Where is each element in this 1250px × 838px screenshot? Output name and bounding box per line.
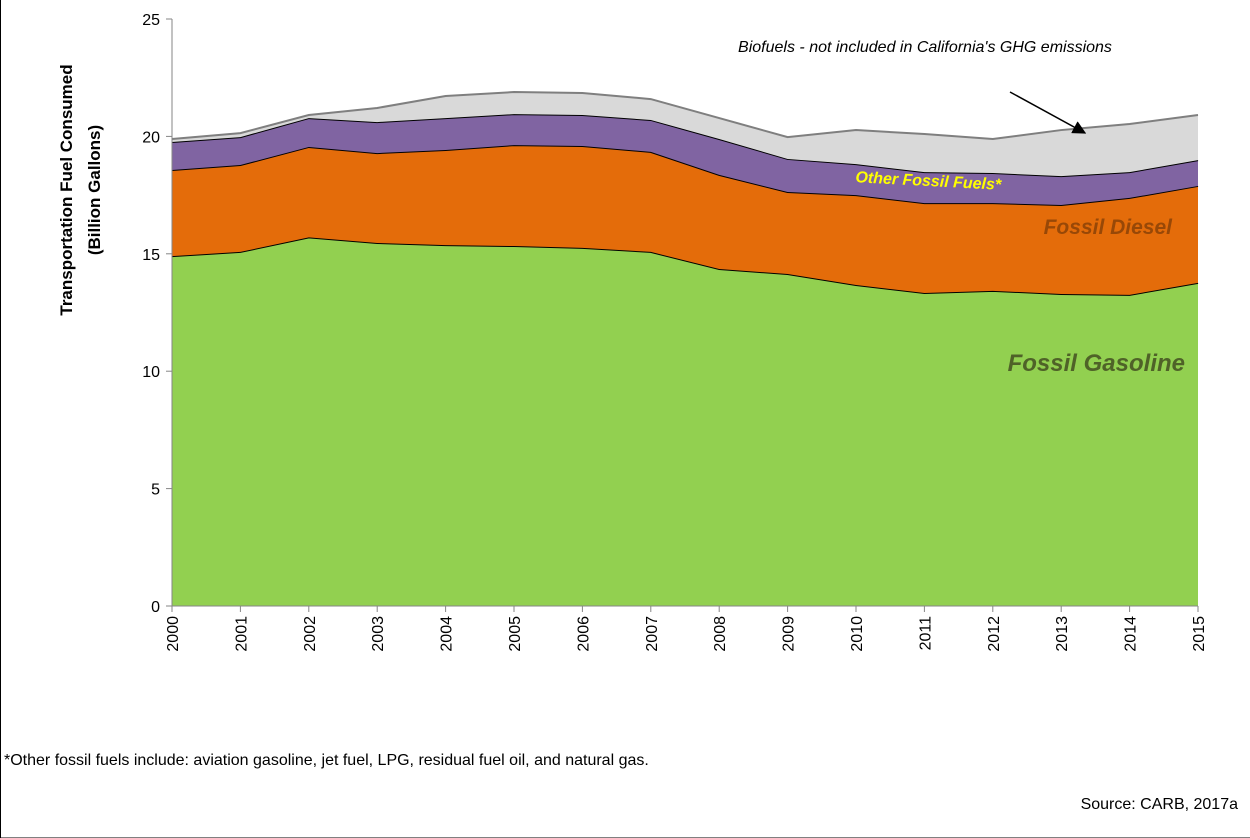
series-label: Fossil Gasoline xyxy=(1008,350,1185,377)
area xyxy=(172,114,1198,205)
x-tick-label: 2003 xyxy=(370,616,387,652)
x-tick-label: 2012 xyxy=(986,616,1003,652)
y-tick-label: 15 xyxy=(142,247,160,264)
x-tick-label: 2010 xyxy=(849,616,866,652)
x-tick-label: 2013 xyxy=(1054,616,1071,652)
x-tick-label: 2011 xyxy=(917,616,934,651)
source: Source: CARB, 2017a xyxy=(1080,796,1238,813)
x-tick-label: 2005 xyxy=(507,616,524,652)
x-tick-label: 2000 xyxy=(165,616,182,652)
y-axis-label: (Billion Gallons) xyxy=(85,125,104,255)
y-tick-label: 10 xyxy=(142,364,160,381)
y-tick-label: 5 xyxy=(151,482,160,499)
x-tick-label: 2015 xyxy=(1191,616,1208,652)
y-tick-label: 25 xyxy=(142,12,160,29)
x-tick-label: 2002 xyxy=(302,616,319,652)
x-tick-label: 2009 xyxy=(781,616,798,652)
x-tick-label: 2008 xyxy=(712,616,729,652)
x-tick-label: 2007 xyxy=(644,616,661,652)
y-axis-label: Transportation Fuel Consumed xyxy=(57,64,76,315)
footnote: *Other fossil fuels include: aviation ga… xyxy=(4,752,649,769)
x-tick-label: 2004 xyxy=(439,616,456,652)
y-tick-label: 20 xyxy=(142,129,160,146)
area xyxy=(172,145,1198,295)
x-tick-label: 2001 xyxy=(233,616,250,652)
biofuels-annotation: Biofuels - not included in California's … xyxy=(738,39,1112,56)
area-top-line xyxy=(171,236,1199,296)
area-top-line xyxy=(171,91,1199,140)
x-tick-label: 2006 xyxy=(575,616,592,652)
x-tick-label: 2014 xyxy=(1123,616,1140,652)
area xyxy=(172,237,1198,606)
annotation-arrow xyxy=(1009,91,1087,134)
area xyxy=(172,92,1198,177)
series-label: Fossil Diesel xyxy=(1044,216,1174,239)
y-tick-label: 0 xyxy=(151,599,160,616)
